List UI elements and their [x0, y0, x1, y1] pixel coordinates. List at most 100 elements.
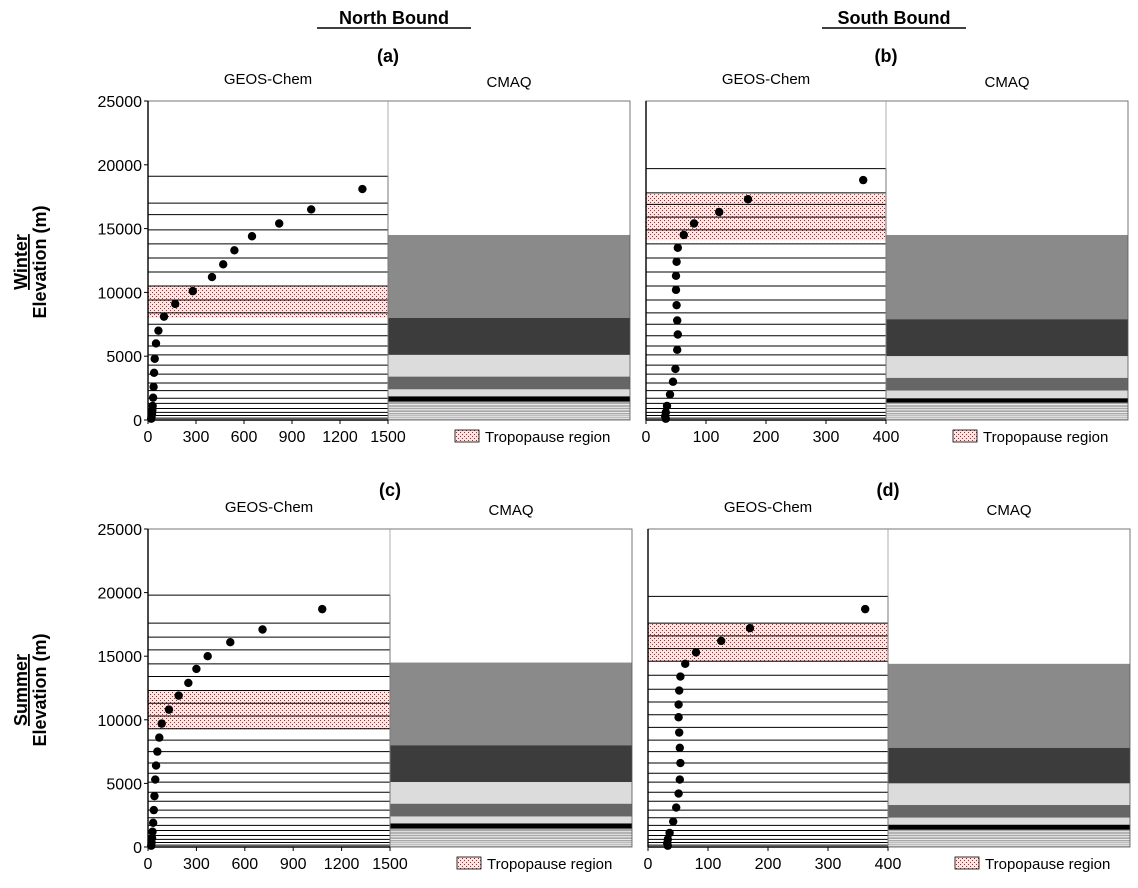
panel-b: 0 100 200 300 400 GEOS-Chem CMAQ (b) Tropopause … — [642, 46, 1129, 446]
data-point-13 — [675, 686, 684, 695]
panel-label: (b) — [875, 46, 898, 66]
cmaq-band-4 — [886, 390, 1128, 399]
y-tick-label-3: 15000 — [98, 649, 143, 666]
data-point-11 — [157, 719, 166, 728]
data-point-2 — [661, 408, 670, 417]
x-tick-label-4: 400 — [875, 856, 902, 873]
cmaq-band-3 — [886, 377, 1128, 391]
data-point-6 — [150, 791, 159, 801]
row-label-winter: Winter Elevation (m) — [11, 205, 50, 318]
data-point-17 — [226, 638, 235, 647]
data-point-16 — [230, 246, 239, 255]
cmaq-band-2 — [888, 783, 1130, 806]
data-point-3 — [665, 828, 674, 838]
x-tick-label-0: 0 — [144, 856, 153, 873]
data-point-15 — [219, 260, 228, 269]
y-tick-label-1: 5000 — [106, 349, 142, 366]
y-tick-label-0: 0 — [133, 840, 142, 857]
panel-label: (a) — [377, 46, 399, 66]
data-point-17 — [247, 232, 257, 241]
data-point-16 — [689, 219, 699, 228]
data-point-10 — [154, 326, 163, 335]
y-tick-label-5: 25000 — [98, 522, 143, 539]
tropopause-region — [148, 690, 390, 729]
cmaq-band-6 — [390, 828, 632, 847]
x-tick-label-4: 400 — [873, 429, 900, 446]
legend-swatch — [454, 429, 480, 443]
x-tick-label-5: 1500 — [370, 429, 406, 446]
data-point-3 — [148, 827, 157, 836]
data-point-11 — [159, 312, 169, 321]
cmaq-band-6 — [886, 402, 1128, 420]
cmaq-band-5 — [888, 824, 1130, 830]
data-point-19 — [859, 175, 868, 185]
data-point-4 — [148, 818, 158, 828]
x-tick-label-0: 0 — [144, 429, 153, 446]
row-label-summer: Summer Elevation (m) — [11, 633, 50, 746]
data-point-19 — [318, 604, 327, 614]
cmaq-title: CMAQ — [489, 502, 534, 519]
cmaq-band-4 — [888, 817, 1130, 825]
data-point-4 — [665, 390, 675, 399]
data-point-10 — [675, 728, 684, 737]
x-tick-label-0: 0 — [644, 856, 653, 873]
x-tick-label-5: 1500 — [372, 856, 408, 873]
cmaq-band-0 — [886, 234, 1128, 320]
data-point-7 — [151, 775, 160, 784]
header-south-bound: South Bound — [838, 8, 951, 28]
data-point-19 — [307, 205, 316, 214]
x-tick-label-3: 300 — [815, 856, 842, 873]
x-tick-label-4: 1200 — [324, 856, 360, 873]
cmaq-band-6 — [388, 401, 630, 420]
data-point-16 — [203, 652, 212, 661]
cmaq-band-5 — [886, 398, 1128, 403]
geos-chem-title: GEOS-Chem — [722, 71, 810, 88]
x-tick-label-3: 900 — [280, 856, 307, 873]
data-point-8 — [151, 761, 161, 770]
cmaq-band-3 — [390, 803, 632, 817]
data-point-2 — [147, 833, 157, 843]
data-point-11 — [674, 713, 683, 722]
data-point-13 — [188, 286, 197, 296]
data-point-9 — [673, 316, 682, 325]
cmaq-band-1 — [388, 317, 630, 355]
data-point-2 — [663, 835, 672, 844]
data-point-17 — [715, 207, 724, 217]
data-point-12 — [671, 271, 681, 281]
data-point-4 — [669, 817, 678, 826]
data-point-9 — [153, 747, 162, 756]
cmaq-band-4 — [390, 816, 632, 824]
data-point-13 — [174, 691, 183, 700]
x-tick-label-1: 100 — [695, 856, 722, 873]
cmaq-band-5 — [390, 823, 632, 829]
x-tick-label-2: 200 — [755, 856, 782, 873]
row-title-winter: Winter — [11, 234, 31, 290]
x-tick-label-2: 600 — [231, 429, 258, 446]
data-point-14 — [207, 272, 217, 282]
cmaq-band-1 — [390, 745, 632, 783]
data-point-9 — [675, 743, 684, 752]
data-point-15 — [681, 659, 690, 669]
legend-swatch — [456, 856, 482, 870]
data-point-6 — [674, 789, 683, 798]
data-point-8 — [676, 758, 685, 768]
data-point-11 — [671, 285, 681, 295]
data-point-5 — [668, 377, 678, 386]
x-tick-label-3: 300 — [813, 429, 840, 446]
cmaq-band-4 — [388, 389, 630, 397]
data-point-8 — [150, 354, 159, 363]
header-north-bound: North Bound — [339, 8, 449, 28]
y-tick-label-1: 5000 — [106, 776, 142, 793]
panel-a: 0 5000 10000 15000 20000 25000 0 300 600 900 1200 1… — [98, 46, 631, 446]
data-point-15 — [679, 230, 688, 240]
cmaq-band-2 — [390, 782, 632, 804]
data-point-18 — [275, 219, 284, 228]
geos-chem-title: GEOS-Chem — [224, 71, 312, 88]
geos-chem-title: GEOS-Chem — [225, 499, 313, 516]
panel-label: (c) — [379, 480, 401, 500]
data-point-19 — [861, 604, 870, 614]
data-point-7 — [675, 775, 684, 784]
data-point-12 — [164, 705, 174, 714]
data-point-7 — [673, 345, 682, 355]
